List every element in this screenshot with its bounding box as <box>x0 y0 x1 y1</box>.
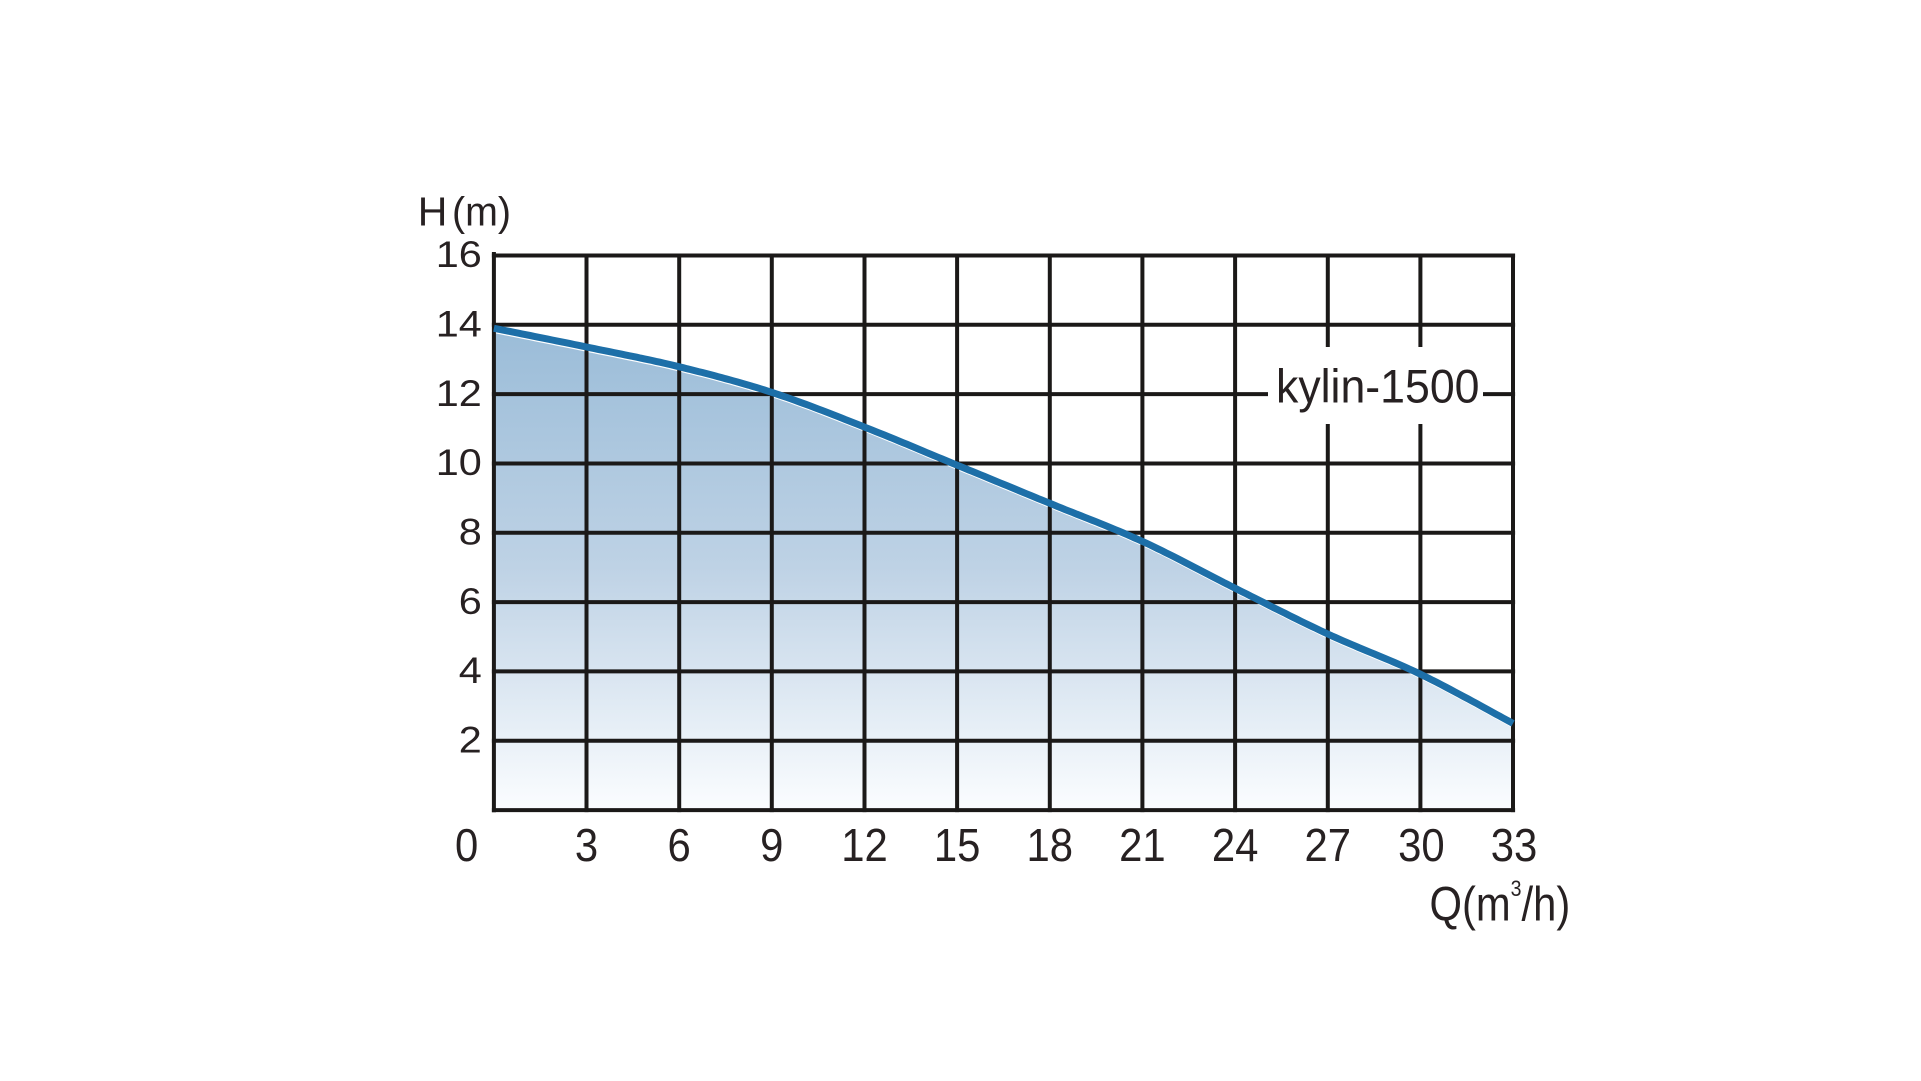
svg-text:10: 10 <box>436 442 482 483</box>
svg-text:18: 18 <box>1027 820 1074 871</box>
svg-text:2: 2 <box>459 719 482 760</box>
svg-text:30: 30 <box>1398 820 1445 871</box>
svg-text:H: H <box>418 189 448 235</box>
svg-text:14: 14 <box>436 304 482 345</box>
svg-text:0: 0 <box>455 820 478 871</box>
svg-text:6: 6 <box>668 820 691 871</box>
svg-text:16: 16 <box>436 234 482 275</box>
svg-text:9: 9 <box>760 820 783 871</box>
svg-text:21: 21 <box>1119 820 1166 871</box>
svg-text:8: 8 <box>459 512 482 553</box>
svg-text:15: 15 <box>934 820 981 871</box>
svg-text:33: 33 <box>1491 820 1538 871</box>
svg-text:27: 27 <box>1305 820 1352 871</box>
svg-text:(m): (m) <box>452 189 511 235</box>
svg-text:kylin-1500: kylin-1500 <box>1276 360 1479 412</box>
svg-text:24: 24 <box>1212 820 1259 871</box>
svg-text:4: 4 <box>459 650 482 691</box>
svg-text:Q(m3/h): Q(m3/h) <box>1430 877 1571 931</box>
svg-text:3: 3 <box>575 820 598 871</box>
svg-text:12: 12 <box>436 373 482 414</box>
svg-text:6: 6 <box>459 581 482 622</box>
svg-text:12: 12 <box>841 820 888 871</box>
